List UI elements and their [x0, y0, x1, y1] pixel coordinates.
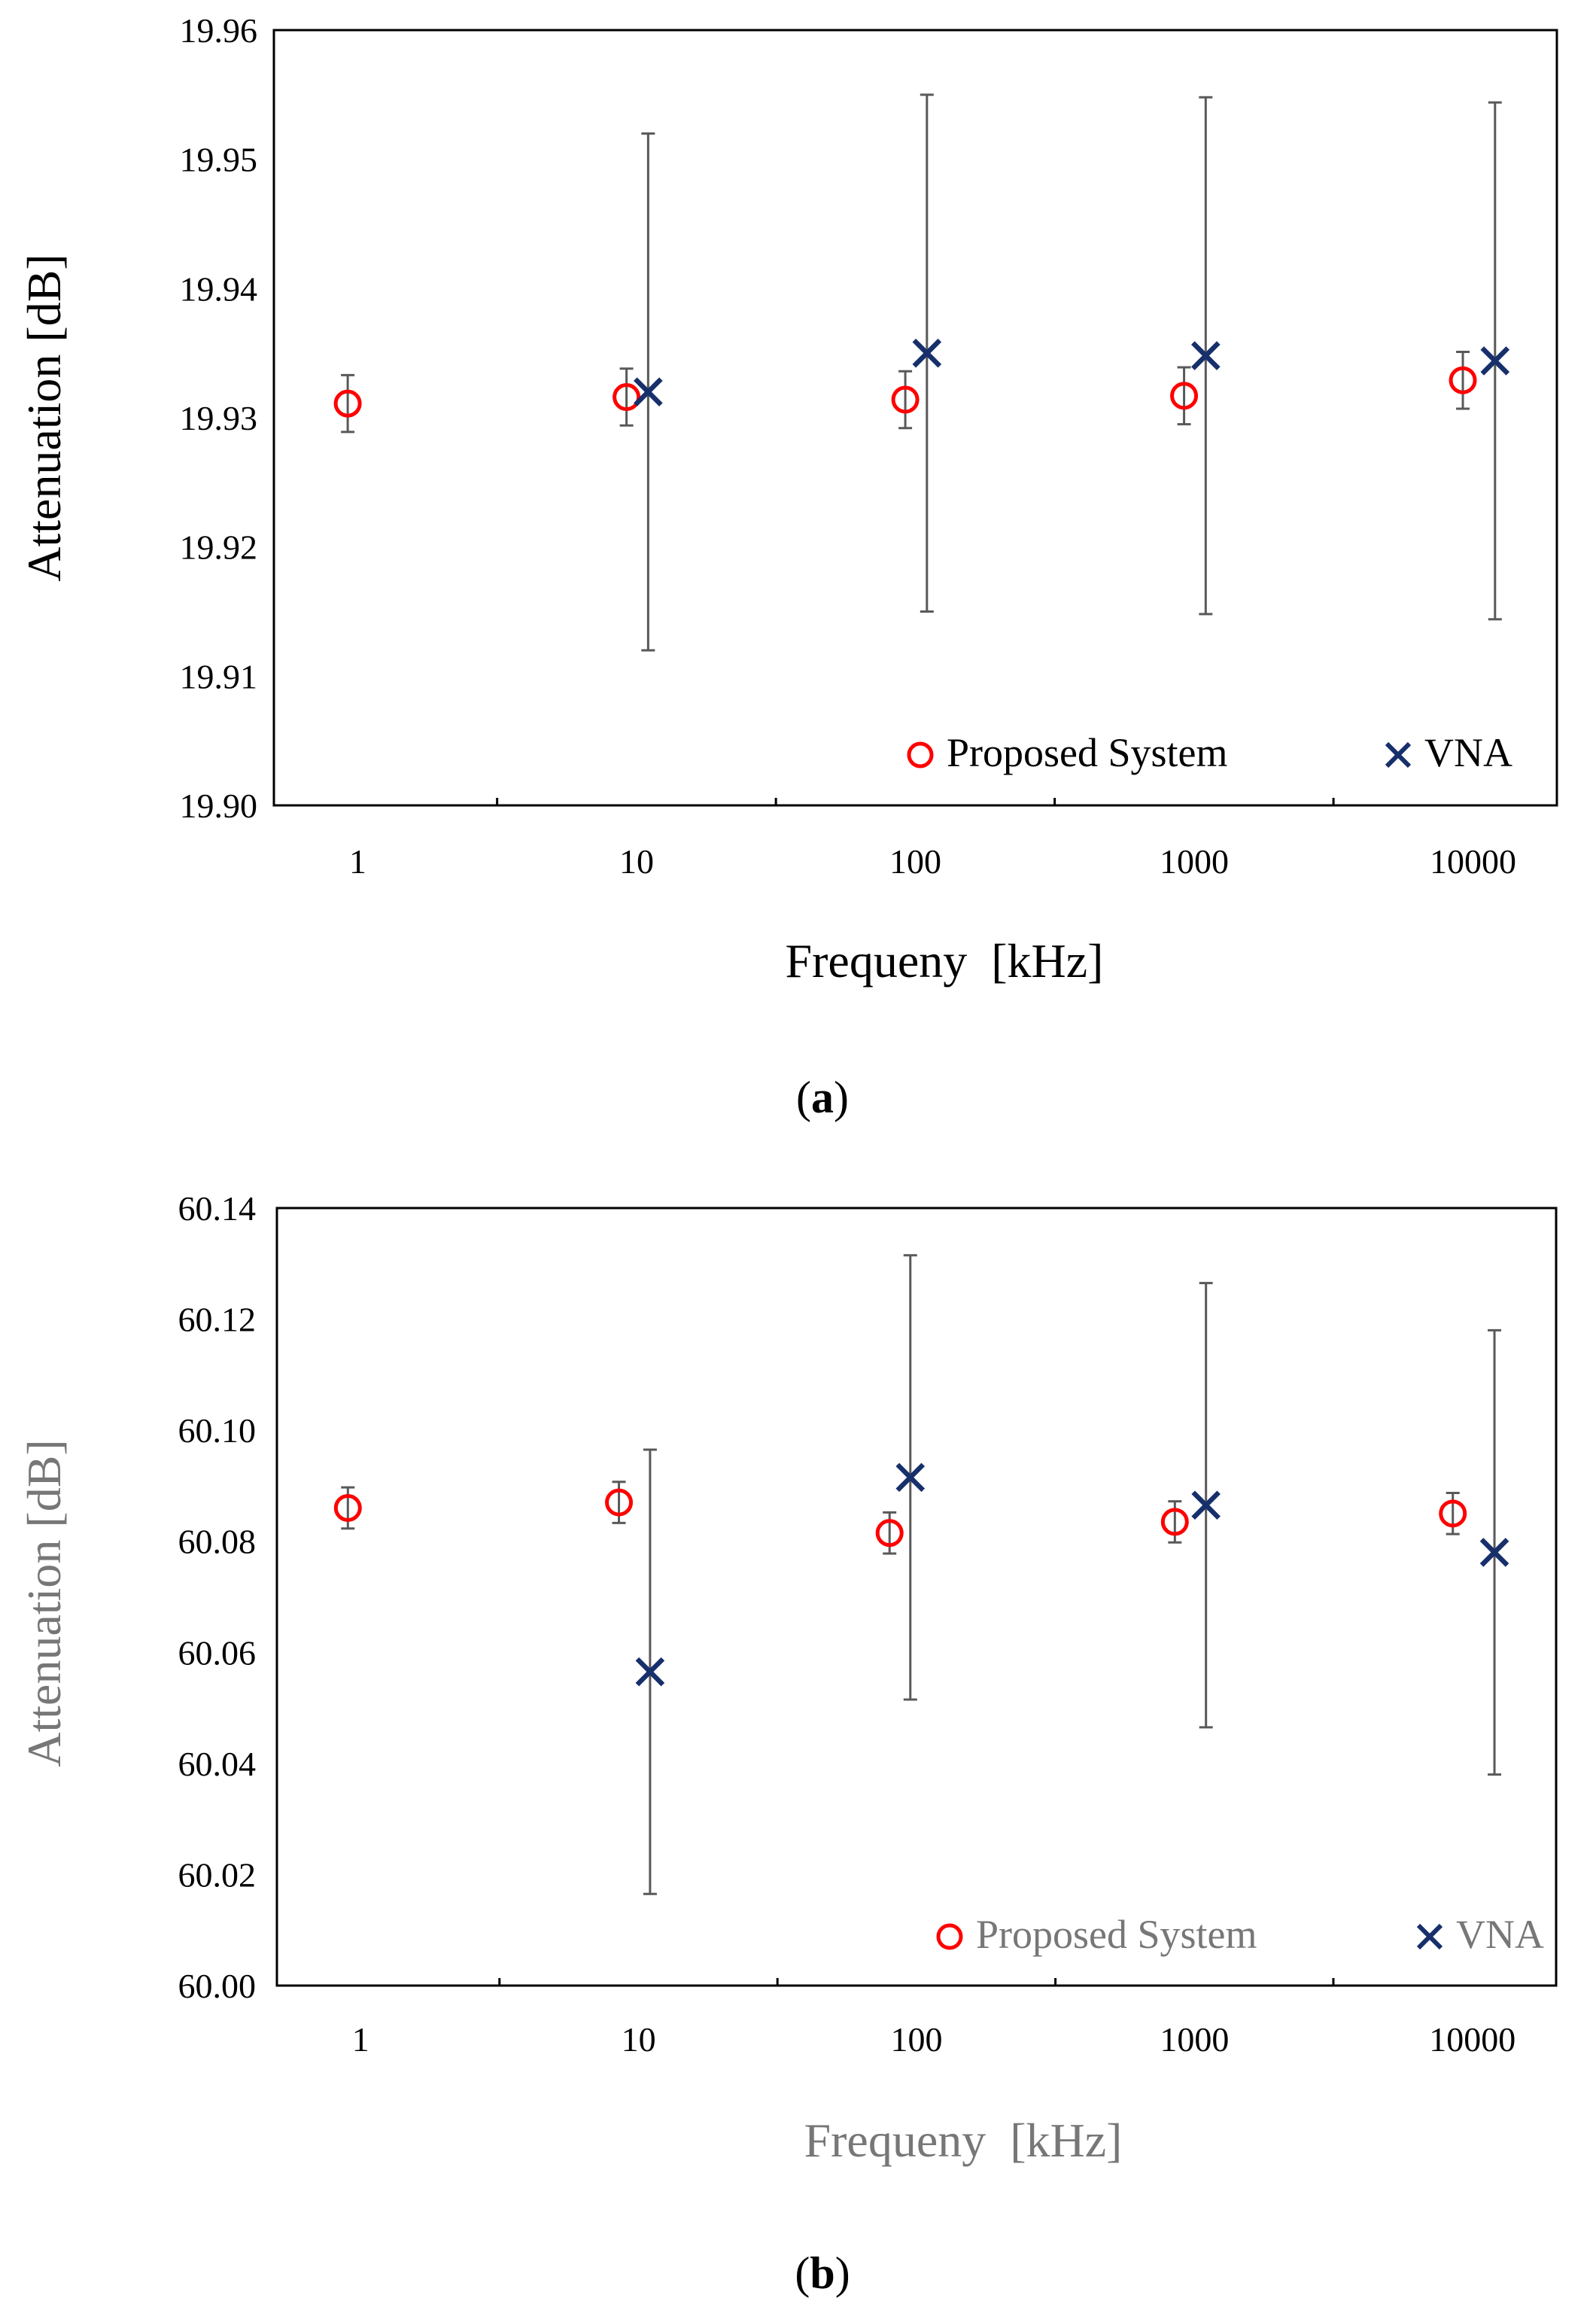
chart-panel-b: 60.00 60.02 60.04 60.06 60.08 60.10 60.12 60.14…	[17, 1189, 1558, 2298]
data-point-proposed	[1439, 1499, 1467, 1528]
x-tick-label: 100	[889, 842, 941, 881]
panel-label-b: (b)	[795, 2248, 850, 2298]
data-point-proposed	[333, 1493, 362, 1522]
x-tick-label: 10	[622, 2020, 656, 2059]
y-tick-label: 60.14	[178, 1189, 257, 1228]
panel-letter-b: b	[810, 2248, 834, 2298]
y-axis-title: Attenuation [dB]	[17, 254, 71, 581]
x-minor-ticks	[496, 798, 1335, 805]
y-tick-label: 19.92	[180, 528, 258, 567]
y-tick-label: 60.10	[178, 1411, 257, 1450]
data-point-vna	[634, 377, 663, 406]
x-tick-label: 100	[891, 2020, 943, 2059]
x-tick-label: 10000	[1429, 2020, 1515, 2059]
data-point-proposed	[1160, 1508, 1189, 1536]
error-bar	[1177, 366, 1191, 426]
y-tick-label: 60.08	[178, 1523, 257, 1561]
data-point-proposed	[1170, 382, 1199, 410]
error-bar	[619, 367, 634, 427]
x-tick-label: 10000	[1430, 842, 1516, 881]
y-tick-label: 60.02	[178, 1855, 257, 1894]
panel-label-a: (a)	[796, 1073, 849, 1122]
panel-letter-a: a	[811, 1073, 834, 1122]
error-bar	[1456, 350, 1470, 410]
legend-vna-label: VNA	[1456, 1912, 1544, 1957]
y-tick-label: 60.12	[178, 1301, 257, 1339]
legend-vna-marker	[1385, 741, 1412, 768]
data-point-vna	[912, 338, 942, 368]
legend: Proposed System VNA	[936, 1912, 1544, 1957]
x-tick-label: 10	[619, 842, 654, 881]
legend-proposed-marker	[907, 741, 934, 768]
y-tick-labels: 60.00 60.02 60.04 60.06 60.08 60.10 60.12 60.14	[178, 1189, 257, 2005]
x-axis-title: Frequeny [kHz]	[786, 934, 1104, 988]
legend-proposed-marker	[936, 1923, 963, 1950]
y-tick-label: 19.94	[180, 269, 258, 308]
y-tick-label: 19.95	[180, 141, 258, 179]
y-tick-label: 60.00	[178, 1967, 257, 2005]
error-bar	[1446, 1492, 1460, 1535]
data-point-vna-stroke	[1191, 1490, 1221, 1520]
error-bar	[883, 1511, 897, 1555]
legend-vna-label: VNA	[1424, 730, 1512, 775]
data-point-vna-stroke	[635, 1657, 665, 1687]
data-point-proposed	[875, 1519, 904, 1548]
data-point-proposed	[333, 389, 362, 418]
y-axis-title: Attenuation [dB]	[17, 1439, 71, 1767]
data-point-vna-stroke	[1479, 1538, 1509, 1567]
y-tick-label: 19.90	[180, 787, 258, 825]
x-tick-labels: 1 10 100 1000 10000	[349, 842, 1516, 881]
data-point-proposed	[605, 1488, 634, 1517]
error-bar	[1168, 1500, 1182, 1544]
x-tick-label: 1	[349, 842, 366, 881]
x-minor-ticks	[498, 1978, 1335, 1986]
y-tick-label: 19.91	[180, 657, 258, 695]
data-points	[333, 338, 1510, 418]
data-point-vna-stroke	[895, 1462, 926, 1493]
data-points	[333, 1462, 1509, 1687]
data-point-vna-stroke	[634, 377, 663, 406]
x-tick-labels: 1 10 100 1000 10000	[352, 2020, 1516, 2059]
data-point-vna	[635, 1657, 665, 1687]
error-bar	[898, 370, 913, 430]
y-tick-label: 19.93	[180, 399, 258, 437]
x-tick-label: 1000	[1160, 842, 1229, 881]
error-bar	[341, 373, 355, 434]
data-point-vna-stroke	[912, 338, 942, 368]
y-tick-label: 60.06	[178, 1633, 257, 1672]
x-tick-label: 1000	[1160, 2020, 1229, 2059]
error-bar	[341, 1486, 355, 1530]
y-tick-label: 19.96	[180, 11, 258, 50]
data-point-vna	[1480, 346, 1510, 376]
legend-proposed-label: Proposed System	[947, 730, 1228, 775]
data-point-vna	[1191, 341, 1221, 370]
x-axis-title: Frequeny [kHz]	[804, 2114, 1123, 2167]
data-point-vna	[1191, 1490, 1221, 1520]
legend-vna-marker	[1416, 1923, 1443, 1950]
data-point-vna	[1479, 1538, 1509, 1567]
data-point-proposed	[891, 385, 920, 414]
x-tick-label: 1	[352, 2020, 369, 2059]
legend-proposed-label: Proposed System	[976, 1912, 1257, 1957]
data-point-proposed	[613, 383, 641, 412]
error-bars	[341, 93, 1502, 652]
error-bar	[612, 1481, 626, 1524]
plot-area-frame	[275, 1207, 1558, 1987]
y-tick-label: 60.04	[178, 1745, 257, 1783]
y-tick-labels: 19.90 19.91 19.92 19.93 19.94 19.95 19.96	[180, 11, 258, 825]
data-point-vna-stroke	[1480, 346, 1510, 376]
plot-area-frame	[272, 29, 1558, 807]
data-point-vna	[895, 1462, 926, 1493]
data-point-vna-stroke	[1191, 341, 1221, 370]
data-point-proposed	[1449, 366, 1477, 394]
legend: Proposed System VNA	[907, 730, 1512, 775]
error-bars	[341, 1254, 1502, 1895]
